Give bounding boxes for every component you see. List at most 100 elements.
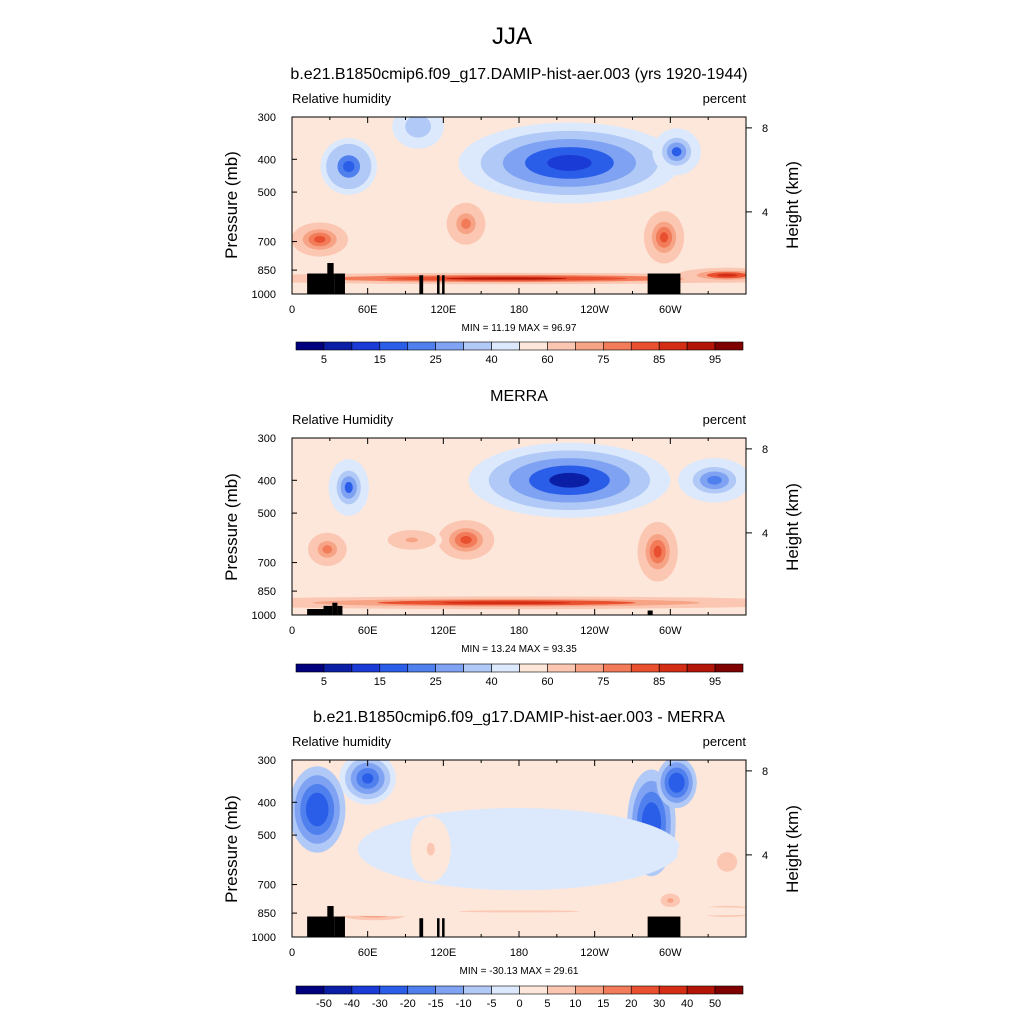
panel-2-colorbar-swatch-5: [435, 663, 464, 673]
panel-2-xtick-label-0: 0: [289, 625, 295, 637]
panel-3-ytick-label-5: 1000: [252, 932, 276, 944]
panel-2-feature-6-contour-4: [653, 545, 662, 558]
panel-3-feature-10-contour-4: [458, 910, 580, 913]
panel-2-colorbar-label-2: 25: [430, 676, 442, 688]
panel-3-colorbar-swatch-6: [463, 985, 492, 995]
panel-3-field: [292, 760, 746, 937]
panel-2-ytick-right-label-0: 8: [762, 444, 768, 456]
panel-1-colorbar-swatch-2: [351, 341, 381, 351]
panel-1-colorbar-swatch-10: [575, 341, 604, 351]
panel-2-colorbar: 5 15 25 40 60 75 85 95: [295, 663, 744, 688]
panel-3-colorbar-swatch-2: [351, 985, 381, 995]
panel-2-colorbar-swatch-6: [463, 663, 492, 673]
panel-3-colorbar-swatch-9: [547, 985, 576, 995]
panel-2-topography: [307, 602, 653, 615]
panel-3-colorbar-label-7: 0: [516, 998, 522, 1010]
panel-2-ytick-label-0: 300: [258, 433, 276, 445]
panel-3-colorbar-swatch-4: [407, 985, 436, 995]
panel-1-stats: MIN = 11.19 MAX = 96.97: [462, 323, 577, 334]
panel-2-topography-block-0: [307, 608, 324, 615]
panel-2-feature-7-contour-4: [441, 601, 571, 605]
panel-2-colorbar-swatch-2: [351, 663, 381, 673]
panel-2: MERRA Relative Humidity percent 0 60E 120E…: [222, 388, 802, 688]
panel-3-colorbar: -50 -40 -30 -20 -15 -10 -5 0 5 10 15 20 30 40 50: [295, 985, 744, 1010]
panel-2-ytick-label-3: 700: [258, 558, 276, 570]
panel-2-left-label: Relative Humidity: [292, 412, 394, 427]
panel-2-colorbar-swatch-14: [686, 663, 716, 673]
panel-1-colorbar-swatch-5: [435, 341, 464, 351]
panel-3-xtick-label-4: 120W: [580, 947, 609, 959]
panel-3-feature-0-contour-4: [311, 801, 323, 818]
panel-1-title: b.e21.B1850cmip6.f09_g17.DAMIP-hist-aer.…: [290, 66, 747, 83]
panel-2-colorbar-swatch-8: [519, 663, 548, 673]
panel-3-xtick-label-5: 60W: [659, 947, 682, 959]
panel-1-colorbar-swatch-3: [379, 341, 409, 351]
panel-3-colorbar-swatch-12: [630, 985, 660, 995]
panel-3-axes: 0 60E 120E 180 120W 60W 300 400 500 700 850 1000 8 4: [252, 755, 769, 959]
panel-3-ytick-right-label-1: 4: [762, 850, 768, 862]
panel-2-ytick-label-2: 500: [258, 508, 276, 520]
panel-2-topography-block-1: [323, 605, 333, 615]
panel-3-topography-block-3: [419, 918, 424, 937]
panel-2-colorbar-swatch-11: [603, 663, 632, 673]
panel-3-feature-6-contour-4: [426, 842, 435, 856]
panel-2-colorbar-label-1: 15: [374, 676, 386, 688]
panel-1-topography-block-2: [334, 273, 345, 294]
panel-2-field: [292, 438, 746, 615]
panel-3-colorbar-label-14: 50: [709, 998, 721, 1010]
panel-3-colorbar-label-3: -20: [400, 998, 416, 1010]
panel-1-feature-3-contour-4: [671, 147, 682, 157]
panel-3-colorbar-swatch-15: [714, 985, 744, 995]
panel-1-colorbar-label-4: 60: [541, 354, 553, 366]
panel-1-colorbar: 5 15 25 40 60 75 85 95: [295, 341, 744, 366]
panel-3-colorbar-label-9: 10: [569, 998, 581, 1010]
panel-2-ytick-right-label-1: 4: [762, 528, 768, 540]
panel-2-xtick-label-5: 60W: [659, 625, 682, 637]
panel-2-xtick-label-1: 60E: [358, 625, 378, 637]
panel-3-colorbar-swatch-7: [491, 985, 520, 995]
panel-2-feature-0-contour-4: [344, 481, 353, 494]
panel-2-ylabel: Pressure (mb): [222, 473, 241, 581]
panel-1-right-label: percent: [703, 91, 747, 106]
panel-3-colorbar-label-2: -30: [372, 998, 388, 1010]
panel-2-ytick-label-1: 400: [258, 475, 276, 487]
panel-3-xtick-label-1: 60E: [358, 947, 378, 959]
panel-3-xtick-label-3: 180: [510, 947, 528, 959]
panel-2-colorbar-swatch-7: [491, 663, 520, 673]
panel-1-topography-block-3: [419, 275, 424, 294]
panel-2-colorbar-label-3: 40: [485, 676, 497, 688]
panel-3-xtick-label-0: 0: [289, 947, 295, 959]
panel-2-feature-3-contour-4: [322, 545, 333, 554]
panel-3-ytick-label-0: 300: [258, 755, 276, 767]
panel-1-feature-7-contour-4: [445, 277, 567, 280]
panel-3-ytick-label-2: 500: [258, 830, 276, 842]
panel-1-xtick-label-0: 0: [289, 304, 295, 316]
panel-2-topography-block-2: [332, 602, 338, 615]
panel-1-ytick-right-label-1: 4: [762, 207, 768, 219]
panel-2-colorbar-swatch-13: [658, 663, 688, 673]
panel-1-xtick-label-1: 60E: [358, 304, 378, 316]
panel-3-left-label: Relative humidity: [292, 734, 391, 749]
panel-2-ytick-label-5: 1000: [252, 610, 276, 622]
panel-1-colorbar-label-1: 15: [374, 354, 386, 366]
panel-1-ytick-label-3: 700: [258, 237, 276, 249]
panel-3: b.e21.B1850cmip6.f09_g17.DAMIP-hist-aer.…: [222, 709, 802, 1010]
panel-3-topography: [307, 906, 681, 937]
panel-1-colorbar-swatch-0: [295, 341, 325, 351]
panel-1-colorbar-swatch-6: [463, 341, 492, 351]
panel-3-topography-block-1: [327, 906, 334, 937]
panel-3-colorbar-swatch-14: [686, 985, 716, 995]
panel-1-xtick-label-2: 120E: [430, 304, 456, 316]
panel-2-stats: MIN = 13.24 MAX = 93.35: [461, 644, 577, 655]
panel-3-topography-block-4: [437, 918, 440, 937]
panel-2-colorbar-swatch-3: [379, 663, 409, 673]
panel-3-stats: MIN = -30.13 MAX = 29.61: [460, 966, 579, 977]
panel-1-colorbar-swatch-13: [658, 341, 688, 351]
panel-3-colorbar-swatch-10: [575, 985, 604, 995]
panel-3-colorbar-swatch-5: [435, 985, 464, 995]
panel-3-topography-block-6: [647, 916, 681, 937]
panel-3-right-label: percent: [703, 734, 747, 749]
panel-1-feature-4-contour-4: [314, 236, 326, 243]
panel-1-xtick-label-5: 60W: [659, 304, 682, 316]
panel-2-colorbar-label-5: 75: [597, 676, 609, 688]
